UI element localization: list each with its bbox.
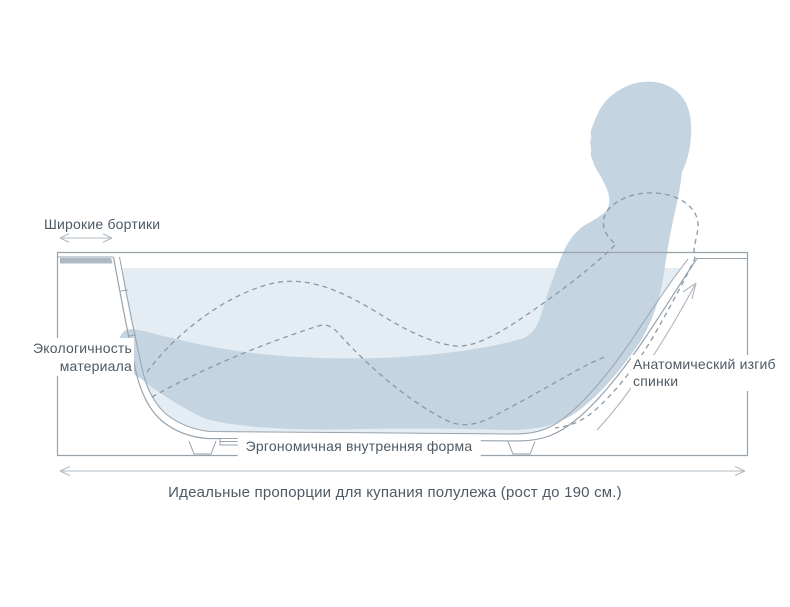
tub-shell-inner — [119, 256, 689, 435]
label-eco-material: Экологичность материала — [24, 338, 134, 376]
person-silhouette — [117, 81, 692, 430]
tub-shell-outer — [112, 256, 698, 442]
length-dimension-arrow — [59, 465, 746, 477]
label-ergonomic-shape: Эргономичная внутренняя форма — [237, 435, 481, 457]
label-anatomic-curve: Анатомический изгиб спинки — [631, 355, 778, 391]
alt-posture-dash-upper — [146, 192, 699, 429]
wall-tick-lower — [128, 334, 136, 337]
tub-foot-right — [507, 441, 536, 455]
rim-surface-fill — [60, 258, 113, 264]
label-eco-line1: Экологичность — [33, 340, 132, 356]
label-anatomic-line1: Анатомический изгиб — [633, 356, 776, 372]
label-eco-line2: материала — [59, 358, 132, 374]
wall-tick-upper — [120, 289, 128, 292]
alt-posture-dash-knee — [151, 324, 606, 426]
tub-foot-left — [188, 440, 217, 455]
label-wide-rims: Широкие бортики — [44, 215, 161, 233]
label-anatomic-line2: спинки — [633, 373, 679, 389]
rim-width-arrow — [59, 233, 113, 243]
tub-frame — [56, 251, 749, 457]
caption-ideal-proportions: Идеальные пропорции для купания полулежа… — [168, 484, 622, 501]
